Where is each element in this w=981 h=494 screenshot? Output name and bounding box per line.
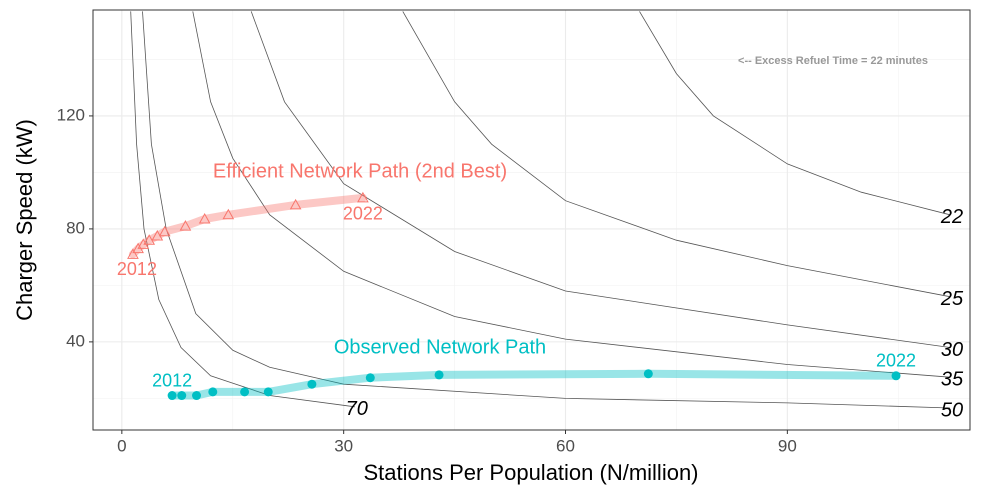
- contour-label: 70: [346, 398, 368, 420]
- x-axis-title: Stations Per Population (N/million): [363, 460, 698, 485]
- point: [167, 391, 177, 401]
- path-label: Efficient Network Path (2nd Best): [213, 160, 507, 182]
- point: [198, 212, 211, 224]
- point: [222, 208, 235, 220]
- point: [434, 370, 444, 380]
- year-label: 2012: [117, 259, 157, 279]
- x-tick-label: 30: [334, 436, 353, 455]
- path-line: [128, 193, 367, 259]
- contour-label: 25: [940, 288, 964, 310]
- contour-line: [639, 11, 951, 216]
- point: [643, 369, 653, 379]
- contour-label: 50: [941, 399, 963, 421]
- contour-line: [250, 11, 951, 348]
- contour-line: [192, 11, 951, 378]
- point: [179, 220, 192, 231]
- y-tick-label: 40: [66, 331, 85, 350]
- point: [263, 387, 273, 397]
- year-label: 2022: [343, 204, 383, 224]
- point: [891, 371, 901, 381]
- year-label: 2022: [876, 351, 916, 371]
- contour-label: 22: [940, 206, 963, 228]
- contour-line: [402, 11, 951, 298]
- year-label: 2012: [152, 370, 192, 390]
- point: [127, 248, 139, 259]
- contour-label: 35: [941, 368, 964, 390]
- path-label: Observed Network Path: [334, 336, 546, 358]
- point: [357, 191, 369, 203]
- y-tick-label: 80: [66, 218, 85, 237]
- panel: [93, 10, 970, 430]
- x-tick-label: 90: [778, 436, 797, 455]
- contour-line: [142, 11, 951, 409]
- point: [307, 379, 317, 389]
- contour-line: [130, 11, 355, 408]
- contour-label: 30: [941, 339, 963, 361]
- point: [158, 225, 171, 237]
- y-tick-label: 120: [57, 105, 85, 124]
- point: [240, 387, 250, 397]
- point: [289, 198, 302, 210]
- point: [208, 387, 218, 397]
- panel-border: [92, 9, 971, 431]
- point: [177, 391, 187, 401]
- annotation: <-- Excess Refuel Time = 22 minutes: [738, 55, 928, 67]
- x-tick-label: 60: [556, 436, 575, 455]
- point: [143, 234, 156, 245]
- y-axis-title: Charger Speed (kW): [12, 119, 37, 321]
- point: [365, 373, 375, 383]
- point: [192, 391, 202, 401]
- x-tick-label: 0: [117, 436, 126, 455]
